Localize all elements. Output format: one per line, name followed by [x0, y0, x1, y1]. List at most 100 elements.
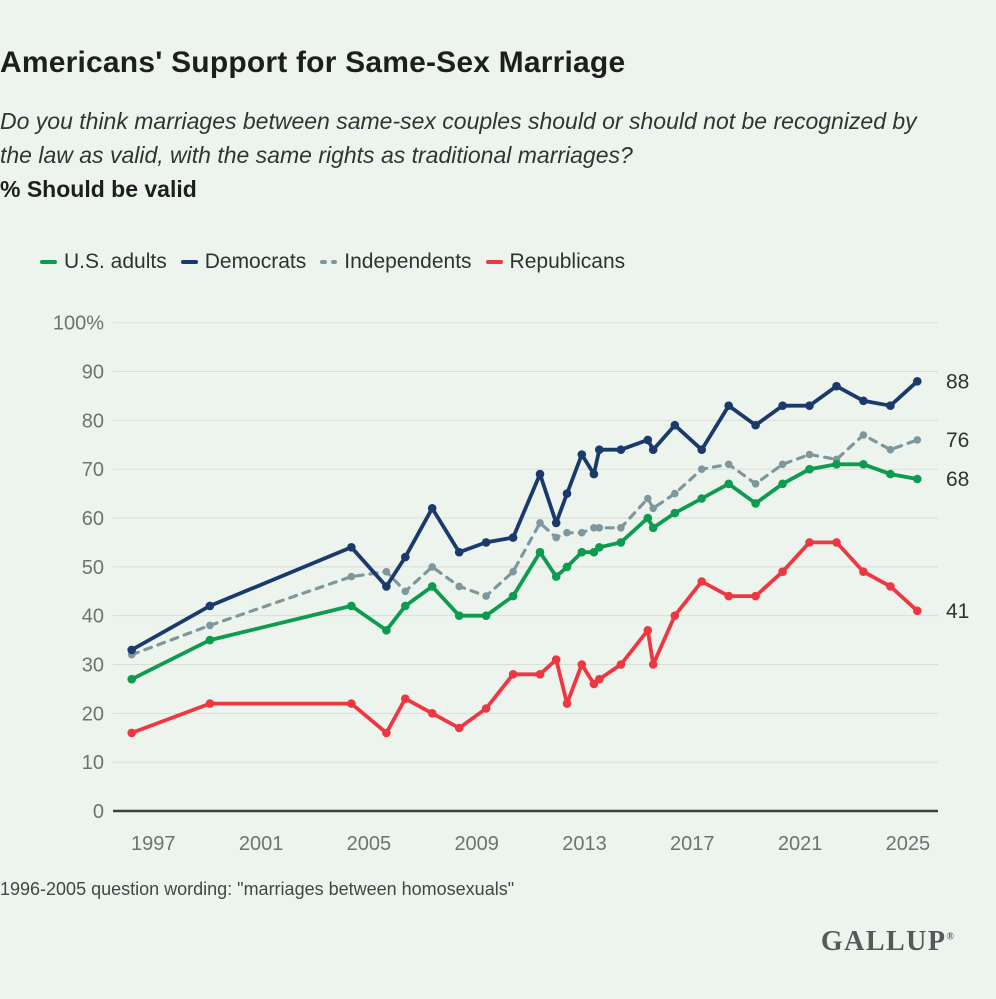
y-tick-label: 100% [53, 313, 104, 335]
trend-line-chart: 100% 90 80 70 60 50 40 30 20 10 0 1997 2001 2005 2009 2… [53, 313, 970, 855]
data-point-republicans [535, 670, 545, 679]
data-point-republicans [562, 699, 572, 708]
series-line-independents [130, 433, 919, 657]
data-point-republicans [595, 674, 604, 684]
data-point-us-adults [401, 601, 410, 611]
y-tick-label: 70 [82, 459, 104, 481]
data-point-democrats [205, 601, 215, 611]
series-line-democrats [129, 379, 920, 652]
y-tick-label: 10 [82, 752, 104, 774]
legend-item-republicans: Republicans [485, 250, 626, 274]
series-line-us-adults [129, 462, 920, 682]
x-tick-label: 2001 [239, 833, 284, 855]
data-point-democrats [401, 552, 410, 562]
data-point-republicans [127, 728, 136, 738]
legend-item-democrats: Democrats [180, 250, 307, 274]
data-point-independents [578, 528, 586, 537]
data-point-democrats [913, 377, 922, 386]
page-title: Americans' Support for Same-Sex Marriage [0, 46, 626, 79]
y-tick-label: 40 [82, 606, 104, 628]
data-point-democrats [697, 445, 706, 454]
y-tick-label: 50 [82, 557, 104, 579]
data-point-republicans [886, 582, 895, 591]
data-point-republicans [751, 591, 760, 601]
data-point-us-adults [805, 464, 814, 474]
data-point-independents [671, 489, 679, 498]
data-point-us-adults [347, 601, 356, 611]
data-point-democrats [562, 489, 572, 498]
legend-item-us-adults: U.S. adults [40, 250, 167, 274]
end-value-label-republicans: 41 [946, 600, 969, 623]
data-point-independents [509, 567, 517, 576]
data-point-us-adults [913, 474, 922, 484]
data-point-democrats [127, 645, 136, 655]
data-point-republicans [347, 699, 356, 708]
data-point-independents [886, 445, 895, 454]
data-point-democrats [643, 435, 653, 445]
y-tick-label: 30 [82, 655, 104, 677]
metric-label: % Should be valid [0, 176, 197, 202]
data-point-us-adults [577, 547, 587, 557]
data-point-republicans [913, 606, 922, 616]
gallup-wordmark: GALLUP [820, 926, 947, 957]
data-point-us-adults [454, 611, 464, 620]
data-point-democrats [751, 420, 760, 430]
y-tick-label: 90 [82, 362, 104, 384]
data-point-democrats [454, 547, 464, 557]
data-point-us-adults [562, 562, 572, 572]
x-tick-label: 2005 [347, 833, 392, 855]
data-point-independents [347, 572, 356, 581]
data-point-republicans [205, 699, 215, 708]
gallup-logo: GALLUP® [0, 926, 996, 958]
series-line-republicans [129, 540, 920, 735]
legend-label-us-adults: U.S. adults [64, 250, 167, 273]
data-point-democrats [648, 445, 658, 454]
x-tick-label: 2017 [670, 833, 715, 855]
data-point-democrats [832, 381, 841, 391]
data-point-us-adults [886, 469, 895, 479]
data-point-independents [724, 460, 733, 469]
data-point-republicans [832, 538, 841, 547]
data-point-us-adults [648, 523, 658, 533]
data-point-independents [644, 494, 652, 503]
chart-legend: U.S. adults Democrats Independents Repub… [40, 250, 956, 274]
data-point-independents [859, 431, 868, 439]
data-point-republicans [508, 670, 518, 679]
end-value-label-democrats: 88 [946, 370, 969, 393]
x-tick-label: 2009 [454, 833, 499, 855]
data-point-republicans [382, 728, 391, 738]
legend-label-democrats: Democrats [204, 250, 307, 273]
data-point-us-adults [724, 479, 733, 489]
x-tick-label: 1997 [131, 833, 176, 855]
footnote: 1996-2005 question wording: "marriages b… [0, 879, 515, 899]
data-point-republicans [481, 704, 491, 713]
y-tick-label: 80 [82, 410, 104, 432]
end-value-label-independents: 76 [946, 429, 969, 452]
data-point-democrats [886, 401, 895, 410]
end-value-label-us-adults: 68 [946, 468, 969, 491]
data-point-democrats [595, 445, 604, 454]
data-point-independents [455, 582, 464, 591]
data-point-republicans [454, 723, 464, 733]
legend-label-independents: Independents [344, 250, 472, 273]
data-point-us-adults [778, 479, 787, 489]
data-point-democrats [778, 401, 787, 410]
data-point-independents [536, 519, 544, 527]
data-point-independents [649, 504, 657, 513]
data-point-republicans [551, 655, 561, 664]
data-point-republicans [643, 626, 653, 635]
data-point-democrats [382, 582, 391, 591]
data-point-democrats [616, 445, 626, 454]
data-point-independents [778, 460, 787, 469]
legend-label-republicans: Republicans [509, 250, 626, 273]
data-point-independents [401, 587, 410, 596]
data-point-democrats [551, 518, 561, 528]
data-point-republicans [859, 567, 868, 576]
data-point-independents [428, 563, 437, 571]
data-point-republicans [616, 660, 626, 669]
data-point-democrats [347, 543, 356, 552]
data-point-us-adults [535, 547, 545, 557]
y-tick-label: 20 [82, 703, 104, 725]
data-point-democrats [535, 469, 545, 479]
